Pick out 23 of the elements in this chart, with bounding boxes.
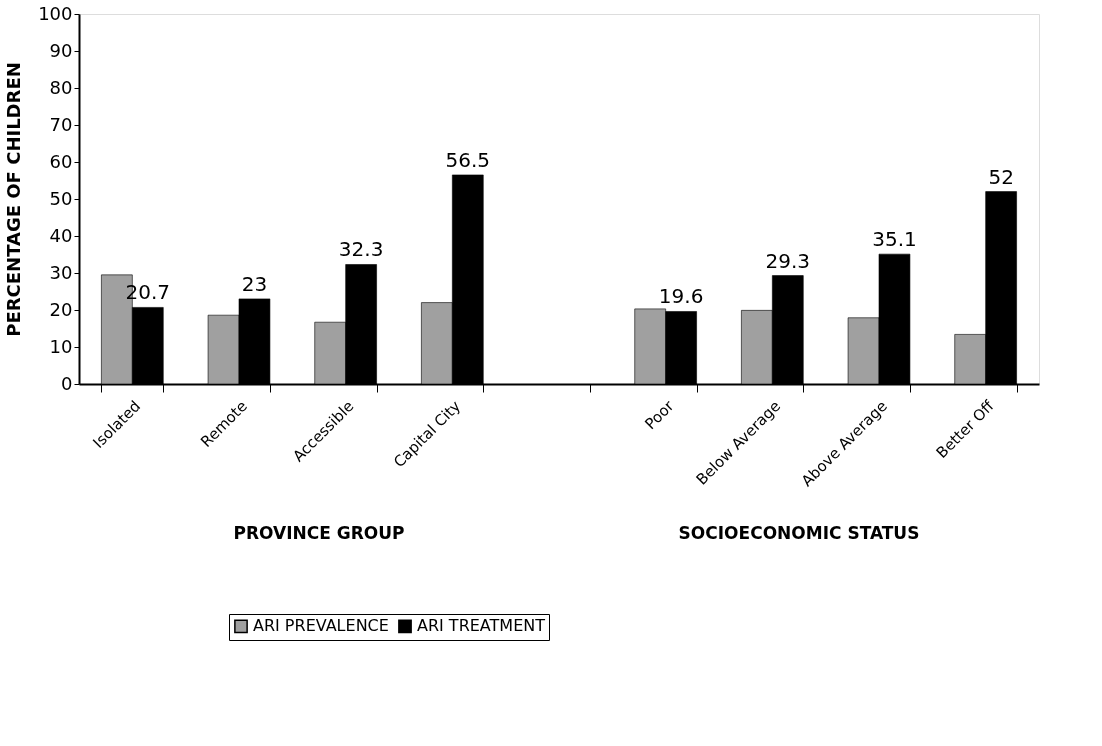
data-label: 56.5 (445, 147, 491, 172)
y-tick-label: 50 (49, 187, 73, 209)
data-label: 29.3 (765, 248, 811, 273)
y-tick-label: 70 (49, 113, 73, 135)
y-axis-title: PERCENTAGE OF CHILDREN (3, 62, 25, 337)
y-tick-label: 100 (38, 2, 73, 24)
y-tick-label: 20 (49, 298, 73, 320)
legend-label: ARI TREATMENT (417, 616, 546, 636)
y-tick-label: 90 (49, 39, 73, 61)
data-label: 32.3 (338, 237, 384, 262)
text: SOCIOECONOMIC STATUS (678, 523, 920, 543)
data-label: 23 (241, 271, 268, 296)
y-tick-label: 40 (49, 224, 73, 246)
y-tick-label: 30 (49, 261, 73, 283)
data-label: 35.1 (872, 227, 917, 252)
y-tick-label: 60 (49, 150, 73, 172)
data-label: 19.6 (658, 284, 704, 309)
y-tick-label: 80 (49, 76, 73, 98)
y-tick-label: 0 (61, 372, 73, 394)
y-tick-label: 10 (49, 335, 73, 357)
data-label: 52 (988, 164, 1014, 189)
text: PROVINCE GROUP (233, 523, 405, 543)
legend-label: ARI PREVALENCE (253, 616, 389, 636)
